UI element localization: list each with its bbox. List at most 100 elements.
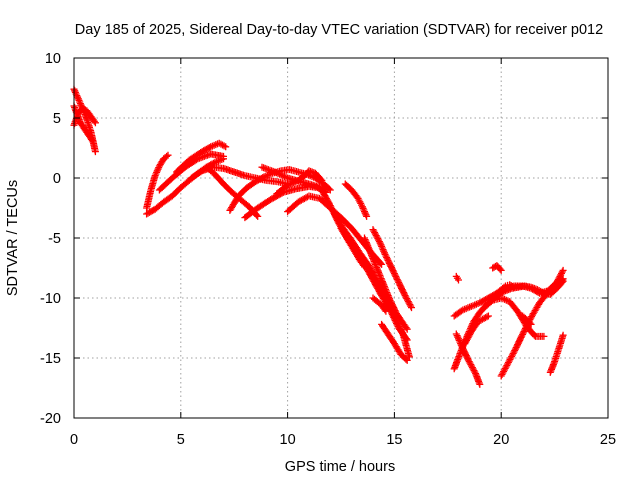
data-point-dense	[383, 255, 391, 263]
data-point-dense	[76, 98, 84, 106]
data-point-dense	[373, 233, 381, 241]
y-tick-label: -20	[40, 411, 61, 427]
data-point-dense	[152, 170, 160, 178]
data-point-dense	[558, 268, 566, 276]
data-point	[220, 152, 227, 160]
x-tick-label: 15	[386, 432, 402, 448]
data-point-dense	[376, 239, 384, 247]
data-point-dense	[378, 278, 386, 286]
series-arc-6	[155, 150, 227, 194]
data-point	[461, 340, 469, 348]
data-point-dense	[465, 332, 473, 340]
data-point-dense	[528, 313, 536, 321]
data-point-dense	[377, 273, 384, 281]
data-point-dense	[362, 239, 370, 247]
data-point	[455, 276, 462, 284]
data-point-dense	[372, 232, 380, 240]
chart-title: Day 185 of 2025, Sidereal Day-to-day VTE…	[75, 22, 603, 38]
y-tick-label: -10	[40, 291, 61, 307]
series-arc-33	[546, 331, 567, 376]
data-point	[318, 176, 326, 184]
series-arc-4	[143, 151, 172, 212]
data-point-dense	[460, 347, 468, 355]
data-point-dense	[470, 367, 478, 375]
data-point-dense	[362, 211, 370, 219]
data-point	[452, 330, 460, 338]
data-point-dense	[402, 355, 410, 363]
data-point-dense	[498, 371, 506, 378]
series-arc-7	[173, 139, 230, 176]
data-point-dense	[290, 179, 298, 186]
data-point-dense	[468, 364, 476, 372]
data-point-dense	[395, 322, 403, 330]
data-point-dense	[507, 354, 515, 362]
data-point-dense	[400, 290, 408, 298]
data-point-dense	[279, 172, 287, 180]
data-point-dense	[364, 243, 372, 251]
data-point-dense	[369, 254, 377, 262]
data-point-dense	[220, 142, 228, 150]
x-tick-label: 0	[70, 432, 78, 448]
axis-ticks: 0 5 10 15 20 25 -20 -15 -10 -5 0 5 10	[40, 51, 616, 448]
data-point-dense	[71, 87, 79, 95]
data-point-dense	[404, 296, 411, 304]
data-point-dense	[155, 164, 163, 172]
data-point-dense	[385, 293, 393, 301]
data-point-dense	[466, 331, 474, 339]
data-point	[382, 307, 390, 315]
series-arc-31	[493, 281, 518, 297]
data-point-dense	[398, 286, 406, 294]
data-point-dense	[327, 203, 335, 211]
data-point-dense	[379, 246, 387, 254]
data-point-dense	[516, 336, 524, 344]
data-point-dense	[374, 235, 382, 243]
data-point-dense	[74, 93, 82, 101]
data-point-dense	[509, 282, 517, 290]
data-point-dense	[496, 265, 504, 273]
data-point-dense	[526, 319, 534, 327]
data-point-dense	[361, 209, 369, 217]
data-point-dense	[397, 327, 405, 335]
data-point-dense	[154, 165, 162, 173]
data-point-dense	[368, 251, 375, 259]
series-arc-19	[369, 294, 390, 315]
series-arc-27	[461, 312, 492, 348]
data-point-dense	[361, 208, 368, 216]
y-tick-label: 10	[45, 51, 61, 67]
data-point	[378, 260, 386, 268]
data-point-dense	[359, 204, 367, 212]
series-arc-13	[273, 167, 326, 198]
data-point	[484, 312, 492, 320]
y-tick-label: 0	[53, 171, 61, 187]
data-point-dense	[390, 304, 398, 312]
data-point-dense	[291, 178, 299, 186]
data-point-dense	[504, 359, 512, 366]
data-point-dense	[503, 362, 511, 369]
data-point-dense	[394, 277, 402, 285]
data-point-dense	[402, 293, 410, 301]
data-point	[476, 380, 484, 388]
series-arc-21	[369, 226, 415, 312]
data-point-dense	[381, 306, 389, 314]
data-point	[401, 292, 409, 300]
data-point-dense	[153, 168, 161, 176]
data-point-dense	[397, 325, 405, 333]
data-point-dense	[518, 332, 526, 340]
y-axis-label: SDTVAR / TECUs	[5, 180, 21, 296]
data-point-dense	[514, 341, 522, 349]
series-arc-22	[378, 320, 411, 364]
data-point-dense	[390, 268, 398, 276]
data-point-dense	[378, 242, 386, 250]
data-point	[408, 304, 415, 312]
data-point-dense	[464, 334, 472, 342]
data-point-dense	[383, 289, 391, 297]
data-point-dense	[366, 247, 374, 254]
data-point-dense	[153, 167, 161, 175]
data-point-dense	[371, 259, 379, 267]
data-point	[358, 203, 366, 211]
data-point-dense	[285, 181, 293, 188]
data-point-dense	[500, 283, 508, 291]
data-point-dense	[396, 324, 404, 332]
data-point-dense	[76, 100, 84, 108]
